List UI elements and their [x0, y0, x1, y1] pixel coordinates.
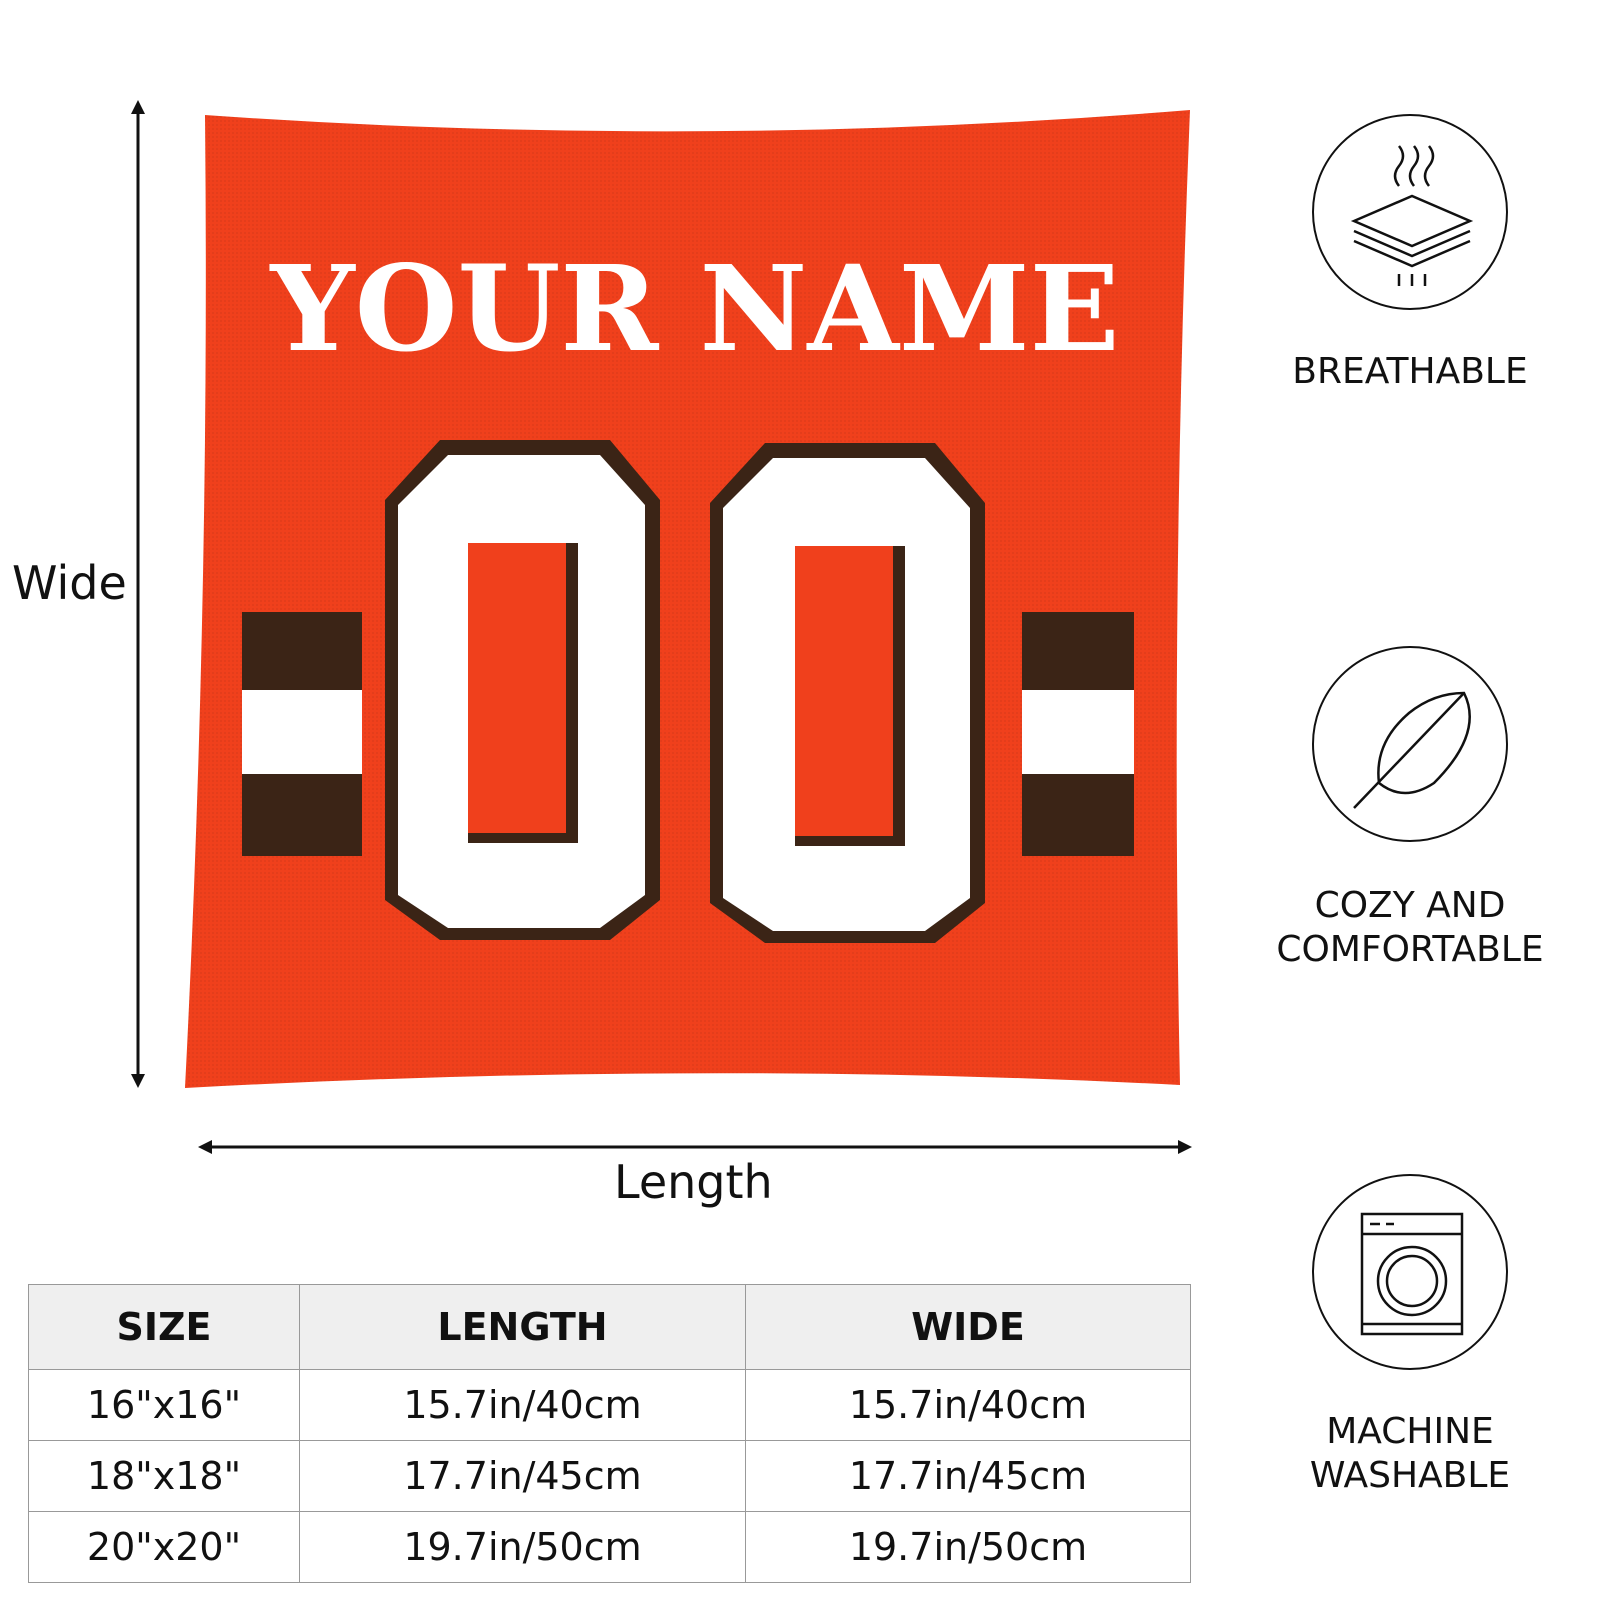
cozy-comfortable-label: COZY AND COMFORTABLE — [1250, 884, 1570, 972]
cell-wide: 19.7in/50cm — [745, 1511, 1191, 1583]
table-row: 20"x20" 19.7in/50cm 19.7in/50cm — [28, 1511, 1191, 1583]
breathable-label: BREATHABLE — [1292, 351, 1528, 392]
cell-wide: 17.7in/45cm — [745, 1440, 1191, 1512]
breathable-layers-icon — [1312, 114, 1508, 310]
cell-length: 17.7in/45cm — [299, 1440, 746, 1512]
sleeve-stripes-left — [242, 612, 362, 856]
length-arrow — [198, 1140, 1192, 1154]
cell-wide: 15.7in/40cm — [745, 1369, 1191, 1441]
table-row: 18"x18" 17.7in/45cm 17.7in/45cm — [28, 1440, 1191, 1512]
cell-size: 18"x18" — [28, 1440, 300, 1512]
header-length: LENGTH — [299, 1284, 746, 1370]
height-arrow — [131, 100, 145, 1088]
length-dimension-label: Length — [614, 1155, 773, 1209]
cell-length: 19.7in/50cm — [299, 1511, 746, 1583]
cell-size: 16"x16" — [28, 1369, 300, 1441]
sleeve-stripes-right — [1022, 612, 1134, 856]
feature-label-line: WASHABLE — [1309, 1455, 1511, 1496]
feather-icon — [1312, 646, 1508, 842]
size-table: SIZE LENGTH WIDE 16"x16" 15.7in/40cm 15.… — [28, 1284, 1191, 1583]
cell-size: 20"x20" — [28, 1511, 300, 1583]
feature-label-line: MACHINE — [1326, 1411, 1494, 1452]
header-size: SIZE — [28, 1284, 300, 1370]
wide-dimension-label: Wide — [12, 556, 127, 610]
jersey-number — [385, 440, 985, 943]
name-text: YOUR NAME — [268, 239, 1119, 378]
machine-washable-label: MACHINE WASHABLE — [1250, 1410, 1570, 1498]
cell-length: 15.7in/40cm — [299, 1369, 746, 1441]
feature-label-line: COMFORTABLE — [1276, 929, 1544, 970]
feature-label-line: COZY AND — [1314, 885, 1506, 926]
header-wide: WIDE — [745, 1284, 1191, 1370]
table-row: 16"x16" 15.7in/40cm 15.7in/40cm — [28, 1369, 1191, 1441]
table-header-row: SIZE LENGTH WIDE — [28, 1284, 1191, 1370]
washing-machine-icon — [1312, 1174, 1508, 1370]
